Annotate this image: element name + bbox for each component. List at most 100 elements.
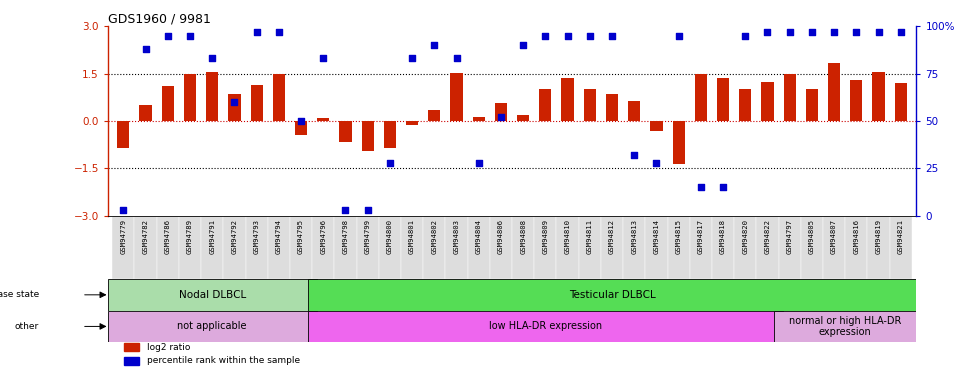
Text: GSM94821: GSM94821 xyxy=(898,219,904,254)
Bar xyxy=(108,279,317,310)
Text: GSM94815: GSM94815 xyxy=(675,219,682,254)
Text: Testicular DLBCL: Testicular DLBCL xyxy=(568,290,656,300)
Bar xyxy=(623,216,645,279)
Bar xyxy=(318,118,329,121)
Bar xyxy=(690,216,711,279)
Bar xyxy=(184,74,196,121)
Bar xyxy=(118,121,129,148)
Bar xyxy=(667,216,690,279)
Text: GSM94814: GSM94814 xyxy=(654,219,660,254)
Bar xyxy=(446,216,467,279)
Bar xyxy=(606,94,618,121)
Point xyxy=(626,152,642,158)
Point xyxy=(138,46,154,52)
Bar xyxy=(406,121,418,125)
Bar xyxy=(139,105,152,121)
Bar xyxy=(778,216,801,279)
Point xyxy=(760,29,775,35)
Bar xyxy=(562,78,573,121)
Point xyxy=(405,56,420,62)
Bar xyxy=(379,216,401,279)
Point xyxy=(804,29,819,35)
Bar xyxy=(828,63,840,121)
Text: GSM94791: GSM94791 xyxy=(209,219,216,254)
Bar xyxy=(295,121,307,135)
Text: GSM94817: GSM94817 xyxy=(698,219,704,254)
Text: percentile rank within the sample: percentile rank within the sample xyxy=(147,356,300,365)
Bar xyxy=(628,100,640,121)
Bar xyxy=(734,216,757,279)
Bar xyxy=(223,216,246,279)
Text: low HLA-DR expression: low HLA-DR expression xyxy=(489,321,602,332)
Point xyxy=(537,33,553,39)
Point xyxy=(649,160,664,166)
Bar xyxy=(308,279,916,310)
Bar xyxy=(472,117,485,121)
Point xyxy=(493,114,509,120)
Text: GSM94805: GSM94805 xyxy=(808,219,815,254)
Point xyxy=(316,56,331,62)
Text: GSM94801: GSM94801 xyxy=(409,219,416,254)
Bar xyxy=(228,94,240,121)
Bar xyxy=(339,121,352,142)
Text: GSM94792: GSM94792 xyxy=(231,219,237,254)
Bar xyxy=(845,216,867,279)
Bar xyxy=(113,216,134,279)
Bar xyxy=(134,216,157,279)
Text: not applicable: not applicable xyxy=(177,321,247,332)
Point xyxy=(293,118,309,124)
Bar xyxy=(246,216,268,279)
Bar xyxy=(357,216,379,279)
Text: GSM94782: GSM94782 xyxy=(142,219,149,254)
Text: GSM94799: GSM94799 xyxy=(365,219,370,254)
Bar xyxy=(206,72,219,121)
Bar xyxy=(517,115,529,121)
Bar xyxy=(872,72,885,121)
Text: disease state: disease state xyxy=(0,290,39,299)
Bar xyxy=(201,216,223,279)
Bar xyxy=(467,216,490,279)
Text: GSM94779: GSM94779 xyxy=(121,219,126,254)
Bar xyxy=(672,121,685,164)
Bar xyxy=(490,216,512,279)
Bar xyxy=(539,90,552,121)
Bar xyxy=(717,78,729,121)
Bar xyxy=(695,74,707,121)
Text: log2 ratio: log2 ratio xyxy=(147,343,190,352)
Bar xyxy=(428,110,440,121)
Text: GSM94798: GSM94798 xyxy=(342,219,349,254)
Bar xyxy=(334,216,357,279)
Text: GSM94806: GSM94806 xyxy=(498,219,504,254)
Point xyxy=(893,29,908,35)
Text: GSM94820: GSM94820 xyxy=(742,219,749,254)
Text: GSM94797: GSM94797 xyxy=(787,219,793,254)
Text: GDS1960 / 9981: GDS1960 / 9981 xyxy=(108,12,211,25)
Point xyxy=(515,42,531,48)
Point xyxy=(870,29,886,35)
Text: GSM94810: GSM94810 xyxy=(564,219,570,254)
Bar xyxy=(757,216,778,279)
Bar xyxy=(451,73,463,121)
Point xyxy=(116,207,131,213)
Bar xyxy=(123,343,138,351)
Point xyxy=(737,33,753,39)
Text: GSM94786: GSM94786 xyxy=(165,219,171,254)
Bar xyxy=(268,216,290,279)
Point xyxy=(160,33,175,39)
Text: GSM94800: GSM94800 xyxy=(387,219,393,254)
Bar xyxy=(401,216,423,279)
Point xyxy=(715,184,731,190)
Point xyxy=(449,56,465,62)
Bar xyxy=(645,216,667,279)
Bar xyxy=(313,216,334,279)
Bar xyxy=(512,216,534,279)
Bar xyxy=(651,121,662,130)
Text: GSM94816: GSM94816 xyxy=(854,219,859,254)
Text: GSM94794: GSM94794 xyxy=(275,219,282,254)
Bar xyxy=(557,216,578,279)
Bar xyxy=(251,85,263,121)
Bar xyxy=(890,216,911,279)
Text: GSM94822: GSM94822 xyxy=(764,219,770,254)
Text: GSM94813: GSM94813 xyxy=(631,219,637,254)
Text: GSM94795: GSM94795 xyxy=(298,219,304,254)
